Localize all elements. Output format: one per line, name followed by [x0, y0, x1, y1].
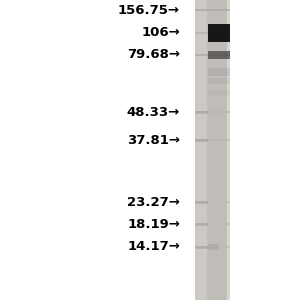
- Bar: [195, 110, 208, 113]
- Text: 48.33→: 48.33→: [127, 106, 180, 118]
- Text: 79.68→: 79.68→: [127, 49, 180, 62]
- Text: 106→: 106→: [141, 26, 180, 40]
- Bar: [195, 201, 230, 203]
- Text: 14.17→: 14.17→: [127, 241, 180, 254]
- Bar: [208, 68, 230, 76]
- Bar: [208, 90, 230, 95]
- Bar: [208, 51, 230, 59]
- Bar: [195, 32, 230, 34]
- Text: 18.19→: 18.19→: [127, 218, 180, 230]
- Bar: [195, 223, 230, 225]
- Bar: [208, 244, 219, 250]
- Bar: [208, 24, 230, 42]
- Bar: [195, 223, 208, 226]
- Bar: [195, 0, 230, 300]
- Bar: [195, 246, 230, 248]
- Bar: [195, 245, 208, 248]
- Bar: [195, 54, 230, 56]
- Bar: [195, 200, 208, 203]
- Bar: [227, 0, 230, 300]
- Text: 23.27→: 23.27→: [127, 196, 180, 208]
- Bar: [208, 78, 230, 84]
- Text: 156.75→: 156.75→: [118, 4, 180, 16]
- Bar: [195, 139, 230, 141]
- Bar: [195, 0, 207, 300]
- Bar: [195, 111, 230, 113]
- Text: 37.81→: 37.81→: [127, 134, 180, 146]
- Bar: [195, 139, 208, 142]
- Bar: [195, 9, 230, 11]
